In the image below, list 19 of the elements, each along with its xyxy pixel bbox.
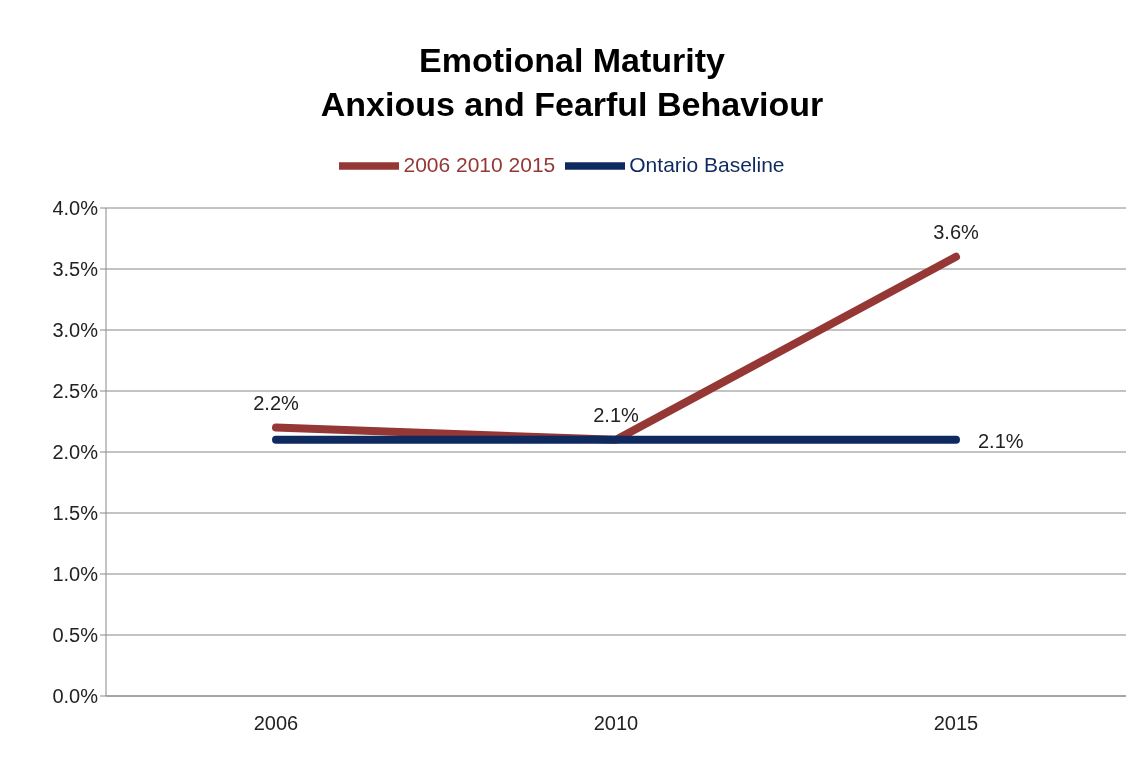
legend-label: 2006 2010 2015 (403, 152, 556, 176)
y-tick-label: 3.0% (52, 319, 99, 342)
x-tick-label: 2015 (933, 712, 979, 735)
y-tick-label: 2.5% (52, 380, 99, 403)
legend-label: Ontario Baseline (629, 152, 785, 176)
y-tick-label: 4.0% (52, 197, 99, 220)
x-tick-label: 2010 (593, 712, 639, 735)
y-tick-label: 0.5% (52, 624, 99, 647)
chart-title: Emotional Maturity Anxious and Fearful Behaviour (319, 40, 825, 125)
x-tick-label: 2006 (253, 712, 299, 735)
data-label: 2.1% (593, 403, 640, 426)
y-tick-label: 3.5% (52, 258, 99, 281)
data-label: 2.2% (253, 391, 300, 414)
y-tick-label: 2.0% (52, 441, 99, 464)
data-label: 2.1% (978, 429, 1024, 452)
y-tick-label: 1.5% (52, 502, 99, 525)
y-tick-label: 1.0% (52, 563, 99, 586)
y-tick-label: 0.0% (52, 685, 99, 708)
data-label: 3.6% (933, 220, 980, 243)
